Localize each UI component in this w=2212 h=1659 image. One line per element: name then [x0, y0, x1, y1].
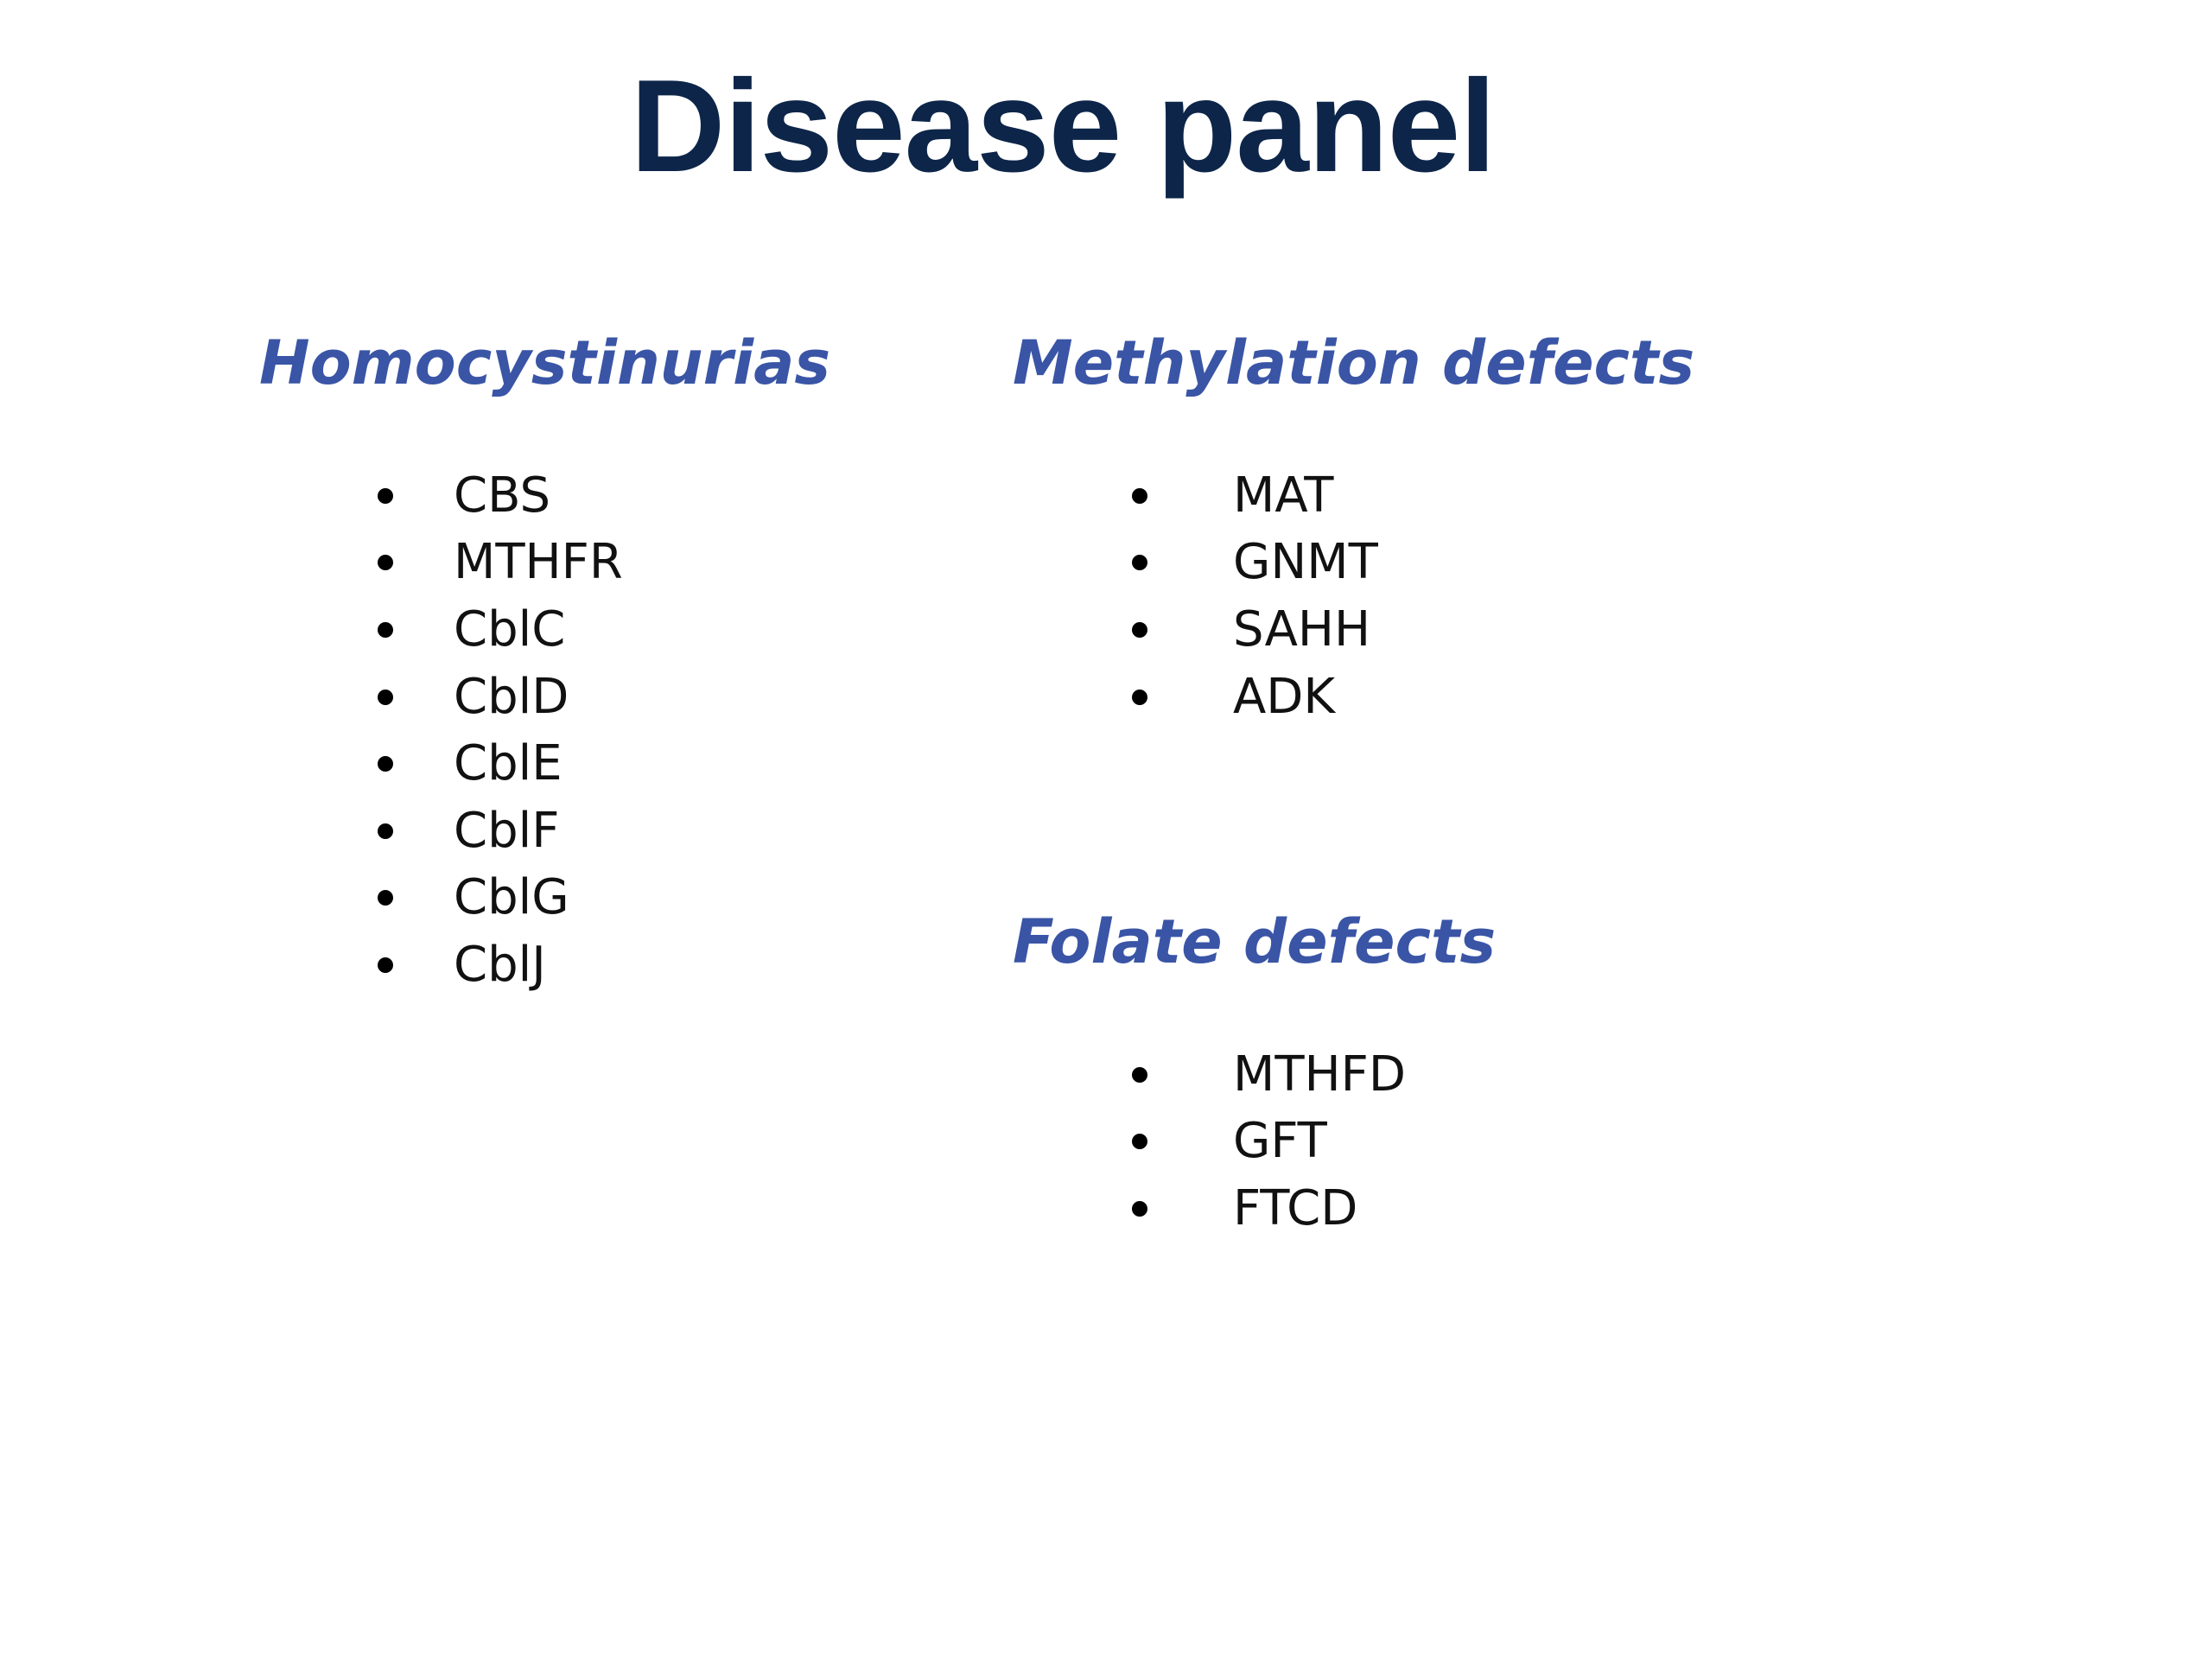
list-item: CBS [259, 462, 830, 530]
bullet-icon [378, 621, 393, 638]
section-folate-defects: Folate defects MTHFD GFT FTCD [1013, 912, 1496, 1243]
item-label: MTHFR [454, 534, 623, 591]
section-homocystinurias: Homocystinurias CBS MTHFR CblC CblD CblE… [259, 333, 830, 999]
list-item: CblF [259, 798, 830, 865]
item-label: ADK [1233, 668, 1336, 725]
bullet-icon [378, 957, 393, 973]
section-heading: Homocystinurias [259, 327, 831, 398]
bullet-icon [1132, 1134, 1147, 1150]
bullet-icon [378, 756, 393, 772]
item-label: GFT [1233, 1113, 1327, 1170]
list-item: SAHH [1013, 596, 1694, 664]
list-item: GFT [1013, 1109, 1496, 1176]
item-label: CBS [454, 467, 551, 524]
item-label: CblE [454, 735, 563, 792]
item-label: CblC [454, 601, 566, 658]
list-item: CblE [259, 730, 830, 798]
list-item: ADK [1013, 664, 1694, 731]
list-item: MAT [1013, 462, 1694, 530]
list-item: CblJ [259, 931, 830, 999]
list-item: GNMT [1013, 530, 1694, 597]
list-item: FTCD [1013, 1175, 1496, 1243]
bullet-icon [378, 487, 393, 504]
bullet-icon [1132, 1066, 1147, 1083]
list-item: CblD [259, 664, 830, 731]
bullet-icon [1132, 555, 1147, 571]
bullet-icon [378, 555, 393, 571]
item-label: MTHFD [1233, 1046, 1406, 1103]
list-item: MTHFD [1013, 1041, 1496, 1109]
list-item: CblG [259, 865, 830, 932]
bullet-icon [1132, 487, 1147, 504]
item-label: GNMT [1233, 534, 1378, 591]
item-label: SAHH [1233, 601, 1371, 658]
item-list: MAT GNMT SAHH ADK [1013, 462, 1694, 730]
item-label: FTCD [1233, 1179, 1358, 1236]
list-item: CblC [259, 596, 830, 664]
section-heading: Methylation defects [1013, 327, 1695, 398]
item-label: CblD [454, 668, 569, 725]
bullet-icon [1132, 689, 1147, 705]
section-methylation-defects: Methylation defects MAT GNMT SAHH ADK [1013, 333, 1694, 730]
item-list: CBS MTHFR CblC CblD CblE CblF CblG CblJ [259, 462, 830, 999]
item-label: CblG [454, 869, 569, 926]
bullet-icon [1132, 621, 1147, 638]
item-list: MTHFD GFT FTCD [1013, 1041, 1496, 1243]
item-label: MAT [1233, 467, 1334, 524]
slide-title: Disease panel [630, 53, 1497, 200]
item-label: CblF [454, 802, 560, 859]
bullet-icon [378, 890, 393, 906]
bullet-icon [378, 823, 393, 839]
bullet-icon [378, 689, 393, 705]
bullet-icon [1132, 1200, 1147, 1217]
item-label: CblJ [454, 936, 546, 993]
list-item: MTHFR [259, 530, 830, 597]
section-heading: Folate defects [1013, 906, 1497, 977]
